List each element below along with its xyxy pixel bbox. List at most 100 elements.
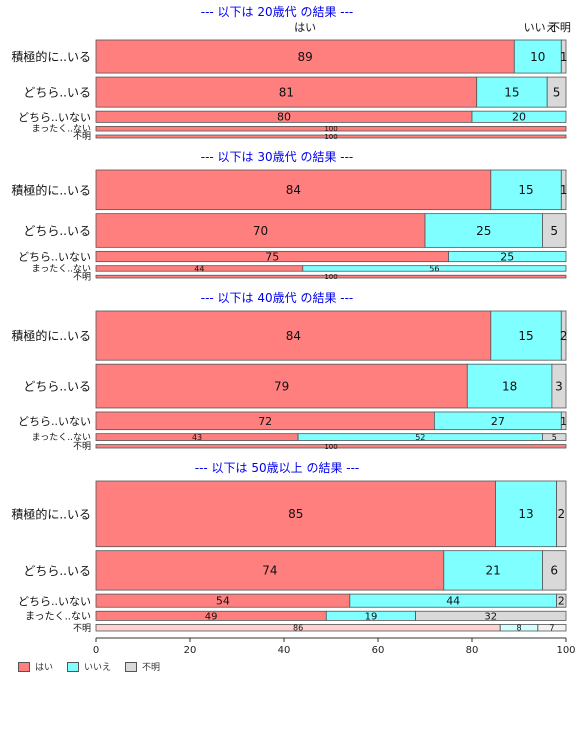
bar-label-3-2-1: 44 <box>446 595 460 608</box>
bar-label-2-2-1: 27 <box>491 415 505 428</box>
bar-label-3-3-1: 19 <box>365 611 378 622</box>
bar-segment-3-0-1 <box>495 480 557 548</box>
bar-label-3-4-1: 8 <box>516 624 521 633</box>
x-tick-label-5: 100 <box>556 645 575 656</box>
bar-label-2-3-2: 5 <box>552 433 557 442</box>
bar-label-3-0-1: 13 <box>518 507 533 521</box>
bar-label-1-4-0: 100 <box>324 273 337 281</box>
bar-label-3-3-2: 32 <box>484 611 497 622</box>
bar-segment-1-2-1 <box>448 250 567 263</box>
bar-segment-2-0-0 <box>95 310 492 361</box>
bar-segment-0-0-1 <box>513 39 562 74</box>
bar-segment-3-1-2 <box>542 550 567 591</box>
legend-item-yes: はい <box>18 660 53 673</box>
row-label-0-2: どちら..いない <box>18 111 91 124</box>
bar-segment-1-4-0 <box>95 274 567 279</box>
row-label-0-1: どちら..いる <box>23 86 91 100</box>
row-label-3-1: どちら..いる <box>23 564 91 578</box>
bar-label-0-0-0: 89 <box>298 50 313 64</box>
row-label-0-0: 積極的に..いる <box>11 49 91 64</box>
bar-segment-0-1-0 <box>95 76 478 108</box>
bar-segment-0-2-1 <box>471 110 567 123</box>
bar-segment-3-4-2 <box>537 624 567 632</box>
bar-segment-1-3-1 <box>302 265 567 272</box>
bar-segment-2-2-2 <box>560 411 567 431</box>
bar-label-0-0-2: 1 <box>560 50 568 64</box>
bar-segment-3-1-1 <box>443 550 543 591</box>
bar-segment-2-3-2 <box>542 433 567 441</box>
legend-item-no: いいえ <box>67 660 111 673</box>
bar-label-1-2-0: 75 <box>265 250 279 263</box>
panel-title-0: --- 以下は 20歳代 の結果 --- <box>201 5 354 19</box>
bar-segment-0-1-2 <box>546 76 567 108</box>
bar-label-2-3-1: 52 <box>415 433 425 442</box>
row-label-1-0: 積極的に..いる <box>11 182 91 197</box>
bar-segment-2-4-0 <box>95 444 567 449</box>
row-label-0-4: 不明 <box>73 131 91 142</box>
bar-label-0-0-1: 10 <box>530 50 545 64</box>
bar-label-3-4-0: 86 <box>293 624 303 633</box>
row-label-2-1: どちら..いる <box>23 380 91 394</box>
bar-label-1-0-2: 1 <box>560 183 568 197</box>
bar-label-2-1-2: 3 <box>555 379 563 393</box>
bar-segment-0-4-0 <box>95 134 567 139</box>
legend-swatch-unknown <box>125 661 138 672</box>
col-header-no: いいえ <box>524 21 557 34</box>
bar-label-1-2-1: 25 <box>500 250 514 263</box>
bar-segment-1-0-2 <box>560 169 567 211</box>
bar-label-3-1-0: 74 <box>262 564 277 578</box>
bar-segment-2-0-1 <box>490 310 562 361</box>
col-header-unknown: 不明 <box>549 21 571 34</box>
row-label-2-0: 積極的に..いる <box>11 328 91 343</box>
bar-segment-2-1-0 <box>95 363 468 409</box>
bar-label-0-1-0: 81 <box>279 85 294 99</box>
row-label-2-2: どちら..いない <box>18 415 91 428</box>
bar-segment-0-0-2 <box>560 39 567 74</box>
bar-label-1-3-1: 56 <box>429 264 439 273</box>
bar-label-2-0-1: 15 <box>518 329 533 343</box>
bar-segment-3-0-0 <box>95 480 496 548</box>
bar-label-0-1-2: 5 <box>553 85 561 99</box>
bar-label-2-2-0: 72 <box>258 415 272 428</box>
bar-label-3-3-0: 49 <box>205 611 218 622</box>
row-label-1-1: どちら..いる <box>23 224 91 238</box>
row-label-1-4: 不明 <box>73 271 91 282</box>
row-label-2-4: 不明 <box>73 441 91 452</box>
bar-label-0-3-0: 100 <box>324 125 337 133</box>
bar-segment-1-0-0 <box>95 169 492 211</box>
x-tick-label-1: 20 <box>184 645 197 656</box>
row-label-3-4: 不明 <box>73 623 91 634</box>
bar-label-1-1-0: 70 <box>253 224 268 238</box>
bar-label-2-4-0: 100 <box>324 443 337 451</box>
bar-label-3-0-0: 85 <box>288 507 303 521</box>
row-label-1-2: どちら..いない <box>18 251 91 264</box>
legend-label-yes: はい <box>35 663 54 673</box>
row-label-3-0: 積極的に..いる <box>11 506 91 521</box>
bar-label-3-1-1: 21 <box>486 564 501 578</box>
legend-label-no: いいえ <box>84 663 112 673</box>
bar-segment-1-0-1 <box>490 169 562 211</box>
panel-title-3: --- 以下は 50歳以上 の結果 --- <box>195 461 360 475</box>
legend-swatch-no <box>67 661 80 672</box>
bar-segment-2-0-2 <box>560 310 567 361</box>
legend-label-unknown: 不明 <box>142 663 161 673</box>
bar-label-2-0-0: 84 <box>286 329 301 343</box>
bar-segment-3-2-2 <box>556 593 567 608</box>
bar-label-2-1-1: 18 <box>502 379 517 393</box>
bar-label-1-0-0: 84 <box>286 183 301 197</box>
bar-label-3-2-2: 2 <box>558 595 565 608</box>
bar-label-2-0-2: 2 <box>560 329 568 343</box>
bar-segment-1-1-0 <box>95 213 426 248</box>
row-label-2-3: まったく..ない <box>32 432 91 443</box>
x-tick-label-4: 80 <box>466 645 479 656</box>
bar-segment-1-1-2 <box>542 213 567 248</box>
row-label-0-3: まったく..ない <box>32 123 91 134</box>
bar-segment-2-1-1 <box>466 363 553 409</box>
row-label-3-3: まったく..ない <box>25 611 91 623</box>
bar-label-3-2-0: 54 <box>216 595 230 608</box>
x-tick-label-3: 60 <box>372 645 385 656</box>
bar-segment-3-3-2 <box>415 610 567 621</box>
bar-label-1-1-2: 5 <box>550 224 558 238</box>
bar-segment-0-1-1 <box>476 76 548 108</box>
